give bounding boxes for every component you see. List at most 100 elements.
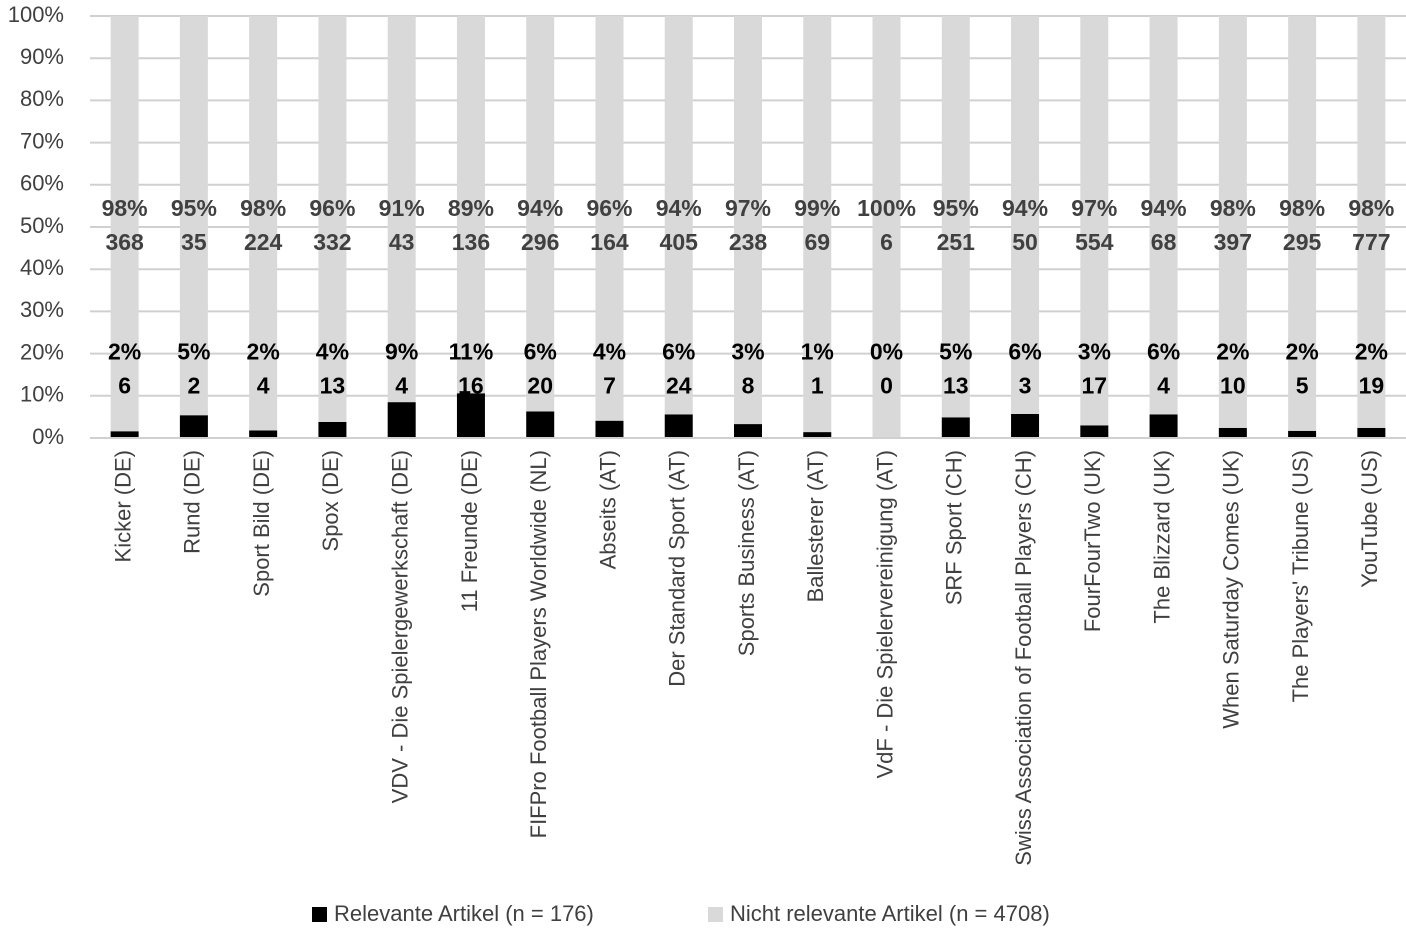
bar-segment: [664, 414, 693, 438]
bar-segment: [1149, 414, 1178, 438]
count-label: 1: [811, 372, 824, 398]
count-label: 332: [313, 229, 351, 255]
count-label: 13: [320, 372, 346, 398]
data-label: 96%: [586, 195, 632, 221]
bar-segment: [1011, 413, 1040, 438]
count-label: 405: [660, 229, 699, 255]
bar-segment: [1357, 16, 1386, 428]
bar-segment: [249, 16, 278, 431]
bar-segment: [110, 431, 139, 438]
x-tick-label: VDV - Die Spielergewerkschaft (DE): [387, 450, 412, 803]
y-tick-label: 50%: [20, 213, 64, 238]
data-label: 2%: [1216, 339, 1249, 365]
x-tick-label: Der Standard Sport (AT): [665, 450, 690, 687]
bar-segment: [387, 402, 416, 438]
x-tick-label: FourFourTwo (UK): [1080, 450, 1105, 632]
count-label: 10: [1220, 372, 1246, 398]
count-label: 20: [527, 372, 553, 398]
data-label: 2%: [247, 339, 280, 365]
count-label: 4: [395, 372, 408, 398]
bar-segment: [456, 16, 485, 394]
bar-segment: [1218, 427, 1247, 438]
bar-segment: [1357, 427, 1386, 438]
legend-label: Nicht relevante Artikel (n = 4708): [730, 901, 1050, 926]
bar-segment: [249, 430, 278, 438]
data-label: 2%: [1285, 339, 1318, 365]
data-label: 5%: [939, 339, 972, 365]
data-label: 97%: [725, 195, 771, 221]
count-label: 224: [244, 229, 283, 255]
data-label: 6%: [524, 339, 557, 365]
data-label: 98%: [240, 195, 286, 221]
bar-segment: [179, 415, 208, 438]
y-tick-label: 30%: [20, 297, 64, 322]
data-label: 0%: [870, 339, 903, 365]
data-label: 2%: [1355, 339, 1388, 365]
data-label: 98%: [1348, 195, 1394, 221]
data-label: 2%: [108, 339, 141, 365]
x-tick-label: Swiss Association of Football Players (C…: [1011, 450, 1036, 866]
count-label: 251: [937, 229, 976, 255]
bar-segment: [595, 420, 624, 438]
y-tick-label: 10%: [20, 382, 64, 407]
count-label: 295: [1283, 229, 1322, 255]
y-tick-label: 90%: [20, 44, 64, 69]
count-label: 296: [521, 229, 559, 255]
data-label: 95%: [933, 195, 979, 221]
data-label: 6%: [1008, 339, 1041, 365]
data-label: 3%: [731, 339, 764, 365]
bar-segment: [179, 16, 208, 416]
bar-segment: [318, 16, 347, 422]
x-tick-label: Sports Business (AT): [734, 450, 759, 656]
bar-segment: [387, 16, 416, 403]
count-label: 2: [187, 372, 200, 398]
legend-swatch: [708, 907, 723, 922]
bar-segment: [872, 16, 901, 438]
y-tick-label: 80%: [20, 86, 64, 111]
count-label: 238: [729, 229, 768, 255]
bar-segment: [941, 417, 970, 438]
x-tick-label: When Saturday Comes (UK): [1219, 450, 1244, 729]
legend-label: Relevante Artikel (n = 176): [334, 901, 594, 926]
data-label: 98%: [1210, 195, 1256, 221]
count-label: 35: [181, 229, 207, 255]
data-label: 99%: [794, 195, 840, 221]
x-tick-label: FIFPro Football Players Worldwide (NL): [526, 450, 551, 838]
y-tick-label: 100%: [8, 2, 64, 27]
count-label: 368: [105, 229, 144, 255]
count-label: 554: [1075, 229, 1114, 255]
bar-segment: [1011, 16, 1040, 414]
data-label: 100%: [857, 195, 916, 221]
bar-segment: [526, 411, 555, 438]
y-tick-label: 70%: [20, 128, 64, 153]
count-label: 16: [458, 372, 484, 398]
y-tick-label: 40%: [20, 255, 64, 280]
count-label: 6: [880, 229, 893, 255]
legend-swatch: [312, 907, 327, 922]
data-label: 4%: [593, 339, 626, 365]
x-tick-label: Kicker (DE): [110, 450, 135, 562]
x-tick-label: Sport Bild (DE): [249, 450, 274, 597]
x-tick-label: YouTube (US): [1357, 450, 1382, 588]
data-label: 94%: [517, 195, 563, 221]
data-label: 94%: [1141, 195, 1187, 221]
count-label: 69: [804, 229, 830, 255]
data-label: 98%: [102, 195, 148, 221]
x-tick-label: Rund (DE): [180, 450, 205, 554]
data-label: 9%: [385, 339, 418, 365]
x-tick-label: Abseits (AT): [595, 450, 620, 569]
count-label: 3: [1019, 372, 1032, 398]
count-label: 164: [590, 229, 629, 255]
x-tick-label: SRF Sport (CH): [942, 450, 967, 605]
bar-segment: [1080, 425, 1109, 438]
count-label: 4: [257, 372, 270, 398]
count-label: 50: [1012, 229, 1038, 255]
data-label: 6%: [662, 339, 695, 365]
bar-segment: [595, 16, 624, 421]
x-tick-label: The Players' Tribune (US): [1288, 450, 1313, 702]
y-tick-label: 60%: [20, 171, 64, 196]
bar-segment: [1288, 430, 1317, 438]
bar-segment: [110, 16, 139, 432]
data-label: 5%: [177, 339, 210, 365]
bar-segment: [664, 16, 693, 415]
